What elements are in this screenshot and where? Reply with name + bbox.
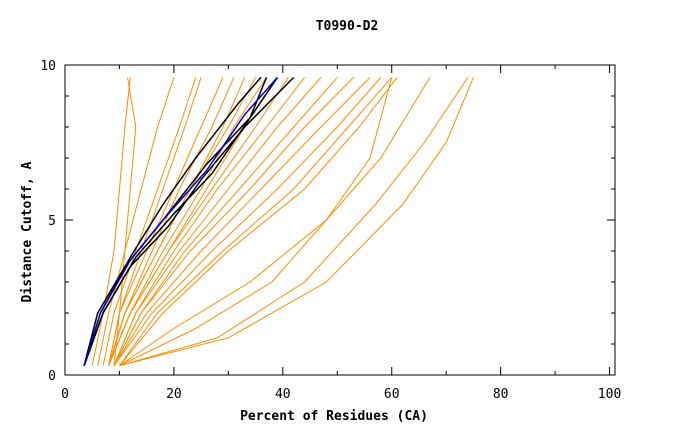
- series-line-background-14: [113, 77, 382, 366]
- series-line-background-22: [97, 77, 175, 366]
- series-line-background-7: [108, 77, 278, 366]
- series-line-background-21: [91, 77, 131, 366]
- x-tick-label: 80: [493, 387, 509, 402]
- series-layer: [83, 76, 474, 367]
- series-line-highlight-25: [83, 77, 268, 366]
- series-line-background-8: [108, 77, 289, 366]
- series-line-highlight-26: [83, 76, 295, 366]
- y-tick-label: 0: [48, 369, 56, 384]
- series-line-background-16: [119, 77, 398, 367]
- series-line-background-17: [119, 77, 431, 367]
- x-tick-label: 100: [598, 387, 621, 402]
- chart-title: T0990-D2: [316, 19, 379, 34]
- y-axis-label: Distance Cutoff, A: [20, 161, 35, 302]
- series-line-background-12: [113, 77, 354, 366]
- series-line-background-2: [108, 77, 224, 366]
- x-axis-label: Percent of Residues (CA): [240, 409, 428, 424]
- plot-frame: [64, 64, 616, 376]
- series-line-background-15: [119, 77, 393, 366]
- x-tick-label: 20: [166, 387, 182, 402]
- series-line-background-18: [119, 77, 393, 367]
- x-tick-label: 40: [275, 387, 291, 402]
- y-tick-label: 5: [48, 214, 56, 229]
- series-line-background-13: [113, 77, 371, 366]
- series-line-background-23: [102, 77, 197, 366]
- series-line-background-9: [113, 77, 305, 366]
- series-line-background-20: [119, 77, 474, 367]
- x-tick-label: 0: [61, 387, 69, 402]
- series-line-highlight_alt-28: [83, 76, 278, 366]
- ticks-layer: 0 20 40 60 80 100 0 5 10: [40, 59, 621, 402]
- series-line-background-10: [113, 77, 322, 366]
- y-tick-label: 10: [40, 59, 56, 74]
- x-tick-label: 60: [384, 387, 400, 402]
- series-line-background-19: [119, 77, 469, 367]
- series-line-background-5: [108, 77, 257, 366]
- series-line-background-0: [113, 77, 137, 366]
